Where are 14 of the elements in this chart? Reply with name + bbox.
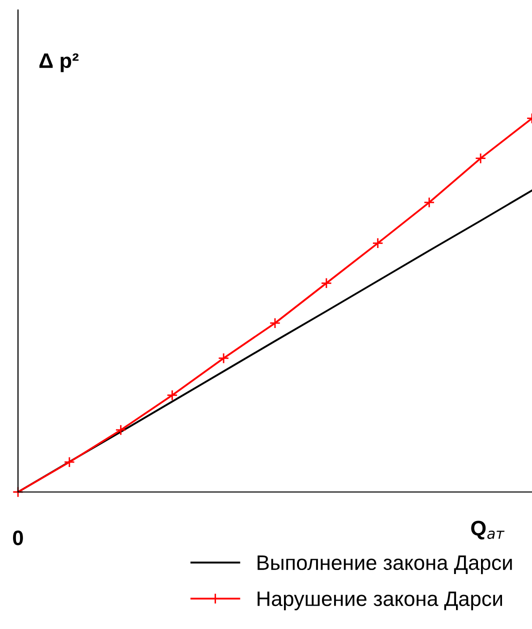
point [269,318,281,329]
x-axis-title: Q$_{ат}$ [471,520,505,540]
legend-label: Нарушение закона Дарси [258,592,502,610]
point [166,390,178,401]
text: 0 [13,530,23,546]
point [320,278,332,289]
point [64,456,75,468]
point [115,424,126,436]
legend-label: Выполнение закона Дарси [258,556,512,574]
y-axis-title: Δ p² [39,53,79,72]
point [424,196,435,208]
point [218,352,230,364]
point [475,152,486,164]
point [372,238,384,249]
